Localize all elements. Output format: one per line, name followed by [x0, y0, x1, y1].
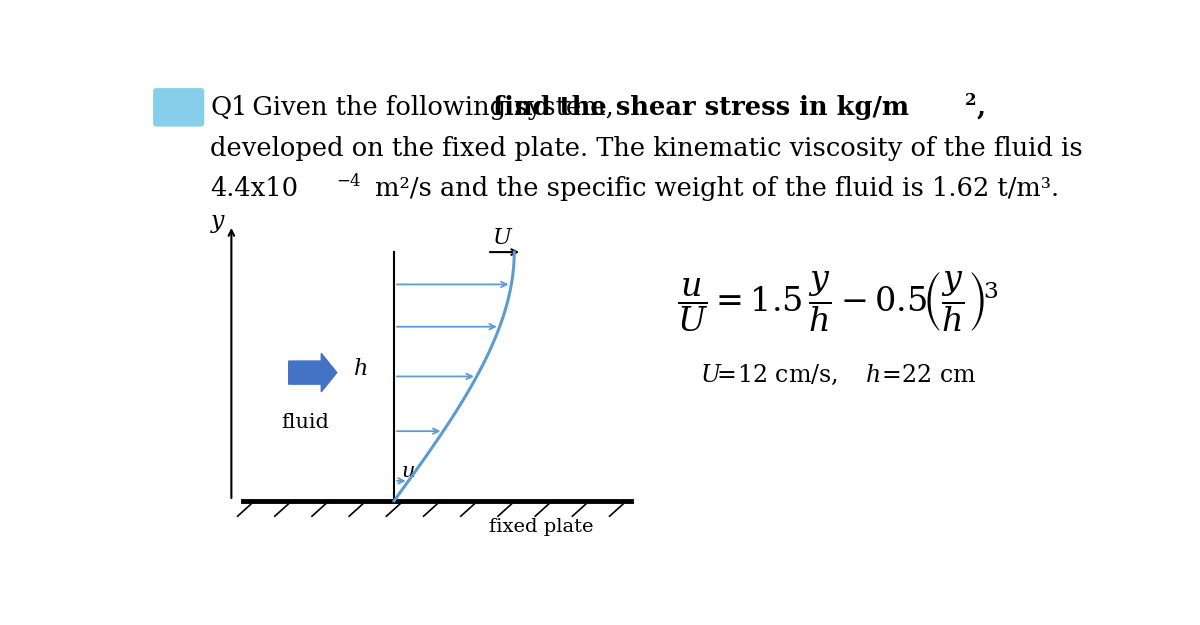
Text: U: U — [493, 228, 512, 249]
Text: m²/s and the specific weight of the fluid is 1.62 t/m³.: m²/s and the specific weight of the flui… — [367, 176, 1060, 201]
FancyBboxPatch shape — [154, 88, 204, 127]
Text: h: h — [354, 357, 368, 380]
Text: $U\!\!=\!12\ \mathrm{cm/s},\quad h\!=\!22\ \mathrm{cm}$: $U\!\!=\!12\ \mathrm{cm/s},\quad h\!=\!2… — [701, 363, 977, 388]
Text: u: u — [401, 462, 415, 481]
Text: 4.4x10: 4.4x10 — [210, 176, 299, 201]
Text: find the shear stress in kg/m: find the shear stress in kg/m — [492, 95, 908, 120]
Text: Q1: Q1 — [210, 95, 248, 120]
Text: ,: , — [977, 95, 986, 120]
Text: 2: 2 — [965, 92, 977, 109]
Text: $\dfrac{u}{U} = 1.5\,\dfrac{y}{h} - 0.5\!\left(\dfrac{y}{h}\right)^{\!3}$: $\dfrac{u}{U} = 1.5\,\dfrac{y}{h} - 0.5\… — [677, 270, 998, 334]
Text: fluid: fluid — [281, 413, 329, 432]
Text: y: y — [211, 210, 224, 232]
FancyArrow shape — [289, 353, 337, 392]
Text: −4: −4 — [336, 173, 360, 190]
Text: . Given the following system,: . Given the following system, — [236, 95, 622, 120]
Text: fixed plate: fixed plate — [490, 518, 594, 536]
Text: developed on the fixed plate. The kinematic viscosity of the fluid is: developed on the fixed plate. The kinema… — [210, 136, 1084, 161]
